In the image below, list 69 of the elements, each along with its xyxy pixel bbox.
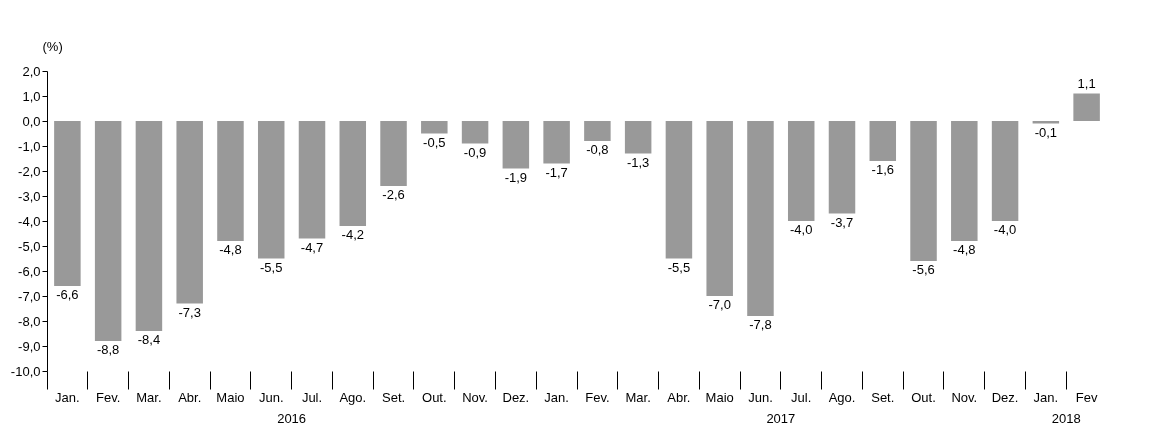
data-label: -7,3 bbox=[178, 304, 201, 320]
data-label: -4,2 bbox=[341, 227, 364, 242]
x-tick-label: Ago. bbox=[828, 389, 856, 405]
y-tick-label: -3,0 bbox=[18, 188, 41, 204]
data-label: -4,7 bbox=[300, 239, 324, 255]
text: 2016 bbox=[277, 411, 307, 426]
x-tick-label: Mar. bbox=[136, 389, 162, 405]
data-label: -1,6 bbox=[871, 162, 894, 177]
y-tick-label: -10,0 bbox=[10, 363, 41, 379]
x-tick-label: Fev bbox=[1075, 389, 1098, 405]
data-label: -4,0 bbox=[790, 222, 813, 237]
data-label: -7,0 bbox=[708, 297, 731, 312]
y-axis-title: (%) bbox=[42, 38, 63, 54]
data-label: -6,6 bbox=[56, 287, 79, 302]
x-tick-label: Jan. bbox=[1033, 389, 1059, 405]
data-label: -1,7 bbox=[545, 164, 568, 180]
y-tick-label: -2,0 bbox=[18, 163, 41, 179]
x-tick-label: Mar. bbox=[625, 389, 651, 405]
x-tick-label: Abr. bbox=[667, 389, 691, 405]
x-tick-label: Jul. bbox=[301, 389, 323, 405]
x-tick-label: Jun. bbox=[748, 389, 773, 405]
y-tick-label: -6,0 bbox=[18, 263, 41, 279]
data-label: -1,3 bbox=[626, 154, 650, 170]
data-label: -5,6 bbox=[912, 262, 935, 277]
data-label: 1,1 bbox=[1077, 75, 1096, 91]
data-label: -8,4 bbox=[137, 332, 161, 347]
y-tick-label: -9,0 bbox=[18, 338, 41, 354]
x-tick-label: Maio bbox=[705, 389, 734, 405]
data-label: -0,1 bbox=[1034, 124, 1058, 140]
x-tick-label: Set. bbox=[381, 389, 406, 405]
y-tick-label: 1,0 bbox=[22, 88, 41, 104]
x-tick-label: Fev. bbox=[95, 389, 121, 405]
x-tick-label: Set. bbox=[871, 389, 895, 405]
x-tick-label: Dez. bbox=[991, 389, 1019, 405]
y-tick-label: 2,0 bbox=[22, 63, 41, 79]
text: 2018 bbox=[1051, 411, 1081, 426]
y-tick-label: -8,0 bbox=[18, 313, 41, 329]
data-label: -4,8 bbox=[953, 242, 976, 257]
data-label: -0,9 bbox=[463, 144, 487, 160]
x-tick-label: Out. bbox=[422, 389, 447, 405]
x-tick-label: Ago. bbox=[339, 389, 367, 405]
y-tick-label: -7,0 bbox=[18, 288, 41, 304]
x-tick-label: Dez. bbox=[502, 389, 530, 405]
data-label: -5,5 bbox=[667, 259, 691, 275]
x-tick-label: Fev. bbox=[585, 389, 610, 405]
x-tick-label: Maio bbox=[216, 389, 245, 405]
data-label: -0,8 bbox=[586, 142, 609, 157]
data-label: -4,0 bbox=[993, 222, 1017, 237]
x-tick-label: Nov. bbox=[462, 389, 488, 405]
x-tick-label: Jan. bbox=[55, 389, 80, 405]
x-tick-label: Jul. bbox=[791, 389, 812, 405]
x-tick-label: Jun. bbox=[258, 389, 284, 405]
data-label: -7,8 bbox=[749, 317, 772, 332]
y-tick-label: -4,0 bbox=[18, 213, 41, 229]
y-tick-label: 0,0 bbox=[22, 113, 41, 129]
x-tick-label: Jan. bbox=[544, 389, 569, 405]
x-tick-label: Out. bbox=[911, 389, 936, 405]
y-tick-label: -1,0 bbox=[18, 138, 41, 154]
data-label: -3,7 bbox=[830, 214, 854, 230]
y-tick-label: -5,0 bbox=[18, 238, 41, 254]
data-label: -2,6 bbox=[382, 187, 405, 202]
data-label: -5,5 bbox=[260, 259, 283, 275]
data-label: -0,5 bbox=[423, 134, 446, 150]
data-label: -8,8 bbox=[96, 342, 120, 357]
x-tick-label: Nov. bbox=[951, 389, 978, 405]
x-tick-label: Abr. bbox=[178, 389, 202, 405]
data-label: -1,9 bbox=[504, 169, 528, 185]
text: 2017 bbox=[766, 411, 796, 426]
data-label: -4,8 bbox=[219, 242, 242, 257]
